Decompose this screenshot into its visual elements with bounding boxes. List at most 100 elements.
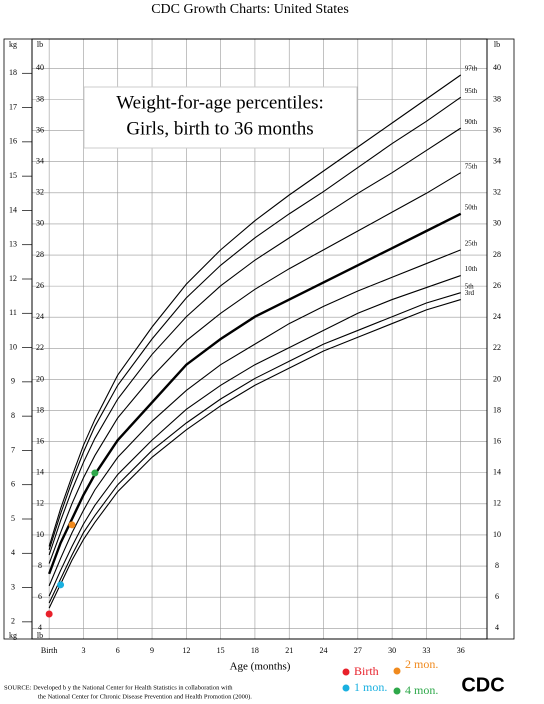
legend-label: 4 mon. [405, 683, 438, 697]
y-unit: kg [9, 40, 17, 49]
legend-label: 2 mon. [405, 657, 438, 671]
y2-tick-label: 32 [36, 188, 44, 197]
x-tick-label: 27 [354, 646, 362, 655]
x-tick-label: 3 [81, 646, 85, 655]
y2-tick-label: 38 [493, 94, 501, 103]
y2-tick-label: 10 [493, 530, 501, 539]
percentile-line [48, 275, 461, 597]
series-label: 5th [465, 282, 474, 290]
y-tick-label: 12 [9, 274, 17, 283]
x-tick-label: 6 [116, 646, 120, 655]
y2-tick-label: 36 [36, 125, 44, 134]
source: SOURCE: Developed b y the National Cente… [4, 684, 233, 691]
y2-tick-label: 10 [36, 530, 44, 539]
y2-tick-label: 26 [493, 281, 501, 290]
outer-frame [3, 38, 515, 640]
y2-tick-label: 12 [36, 499, 44, 508]
y-tick-label: 4 [11, 548, 15, 557]
series-label: 75th [465, 162, 478, 170]
y2-tick-label: 38 [36, 94, 44, 103]
y2-tick-label: 30 [36, 219, 44, 228]
annotation-box [83, 86, 358, 149]
y2-tick-label: 26 [36, 281, 44, 290]
y2-tick-label: 14 [493, 468, 501, 477]
logo: CDC [461, 674, 504, 696]
y-tick-label: 17 [9, 102, 17, 111]
percentile-line [48, 96, 462, 551]
y-tick-label: 3 [11, 582, 15, 591]
percentile-line [48, 212, 462, 575]
data-point [91, 469, 99, 477]
y-tick-label: 15 [9, 171, 17, 180]
y2-tick-label: 16 [493, 436, 501, 445]
y2-tick-label: 24 [36, 312, 44, 321]
x-tick-label: Birth [41, 646, 57, 655]
data-point [57, 581, 65, 589]
x-tick-label: 15 [217, 646, 225, 655]
y2-tick-label: 14 [36, 468, 44, 477]
y2-tick-label: 34 [493, 157, 501, 166]
series-label: 50th [465, 203, 478, 211]
y2-tick-label: 22 [36, 343, 44, 352]
percentile-line [48, 74, 462, 547]
data-point [68, 521, 76, 529]
y-unit: kg [9, 631, 17, 640]
x-tick-label: 33 [422, 646, 430, 655]
y2-tick-label: 4 [38, 623, 42, 632]
y2-tick-label: 16 [36, 436, 44, 445]
series-label: 97th [465, 65, 478, 73]
x-tick-label: 21 [285, 646, 293, 655]
x-tick-label: 12 [182, 646, 190, 655]
x-axis-label: Age (months) [230, 661, 291, 673]
y-tick-label: 13 [9, 240, 17, 249]
series-label: 90th [465, 118, 478, 126]
percentile-line [48, 249, 461, 587]
y2-tick-label: 8 [495, 561, 499, 570]
y-tick-label: 10 [9, 342, 17, 351]
y2-tick-label: 22 [493, 343, 501, 352]
legend-marker [393, 667, 401, 675]
y-tick-label: 9 [11, 377, 15, 386]
y-tick-label: 7 [11, 445, 15, 454]
series-label: 95th [465, 87, 478, 95]
source: the National Center for Chronic Disease … [38, 693, 252, 700]
y-tick-label: 16 [9, 137, 17, 146]
y2-unit: lb [37, 40, 43, 49]
legend-label: 1 mon. [354, 680, 387, 694]
legend-marker [342, 668, 350, 676]
y2-tick-label: 8 [38, 561, 42, 570]
y-tick-label: 6 [11, 480, 15, 489]
y-tick-label: 14 [9, 205, 17, 214]
x-tick-label: 18 [251, 646, 259, 655]
series-label: 3rd [465, 289, 475, 297]
y2-tick-label: 20 [36, 374, 44, 383]
legend-marker [342, 684, 350, 692]
y2-unit: lb [37, 631, 43, 640]
y2-tick-label: 36 [493, 125, 501, 134]
y2-tick-label: 34 [36, 157, 44, 166]
percentile-line [48, 299, 461, 609]
y2-tick-label: 6 [38, 592, 42, 601]
percentile-line [48, 127, 462, 556]
y2-tick-label: 28 [493, 250, 501, 259]
series-label: 10th [465, 265, 478, 273]
y2-tick-label: 32 [493, 188, 501, 197]
y2-tick-label: 6 [495, 592, 499, 601]
percentile-line [48, 292, 461, 604]
x-tick-label: 30 [388, 646, 396, 655]
y2-tick-label: 20 [493, 374, 501, 383]
x-tick-label: 36 [457, 646, 465, 655]
y-tick-label: 11 [9, 308, 17, 317]
y-tick-label: 2 [11, 617, 15, 626]
annotation: Girls, birth to 36 months [126, 118, 313, 139]
percentile-line [48, 172, 461, 564]
y2-tick-label: 18 [36, 405, 44, 414]
legend-label: Birth [354, 664, 379, 678]
chart-title: CDC Growth Charts: United States [151, 2, 349, 17]
y2-tick-label: 40 [36, 63, 44, 72]
y-tick-label: 5 [11, 514, 15, 523]
y-tick-label: 18 [9, 68, 17, 77]
y2-tick-label: 24 [493, 312, 501, 321]
